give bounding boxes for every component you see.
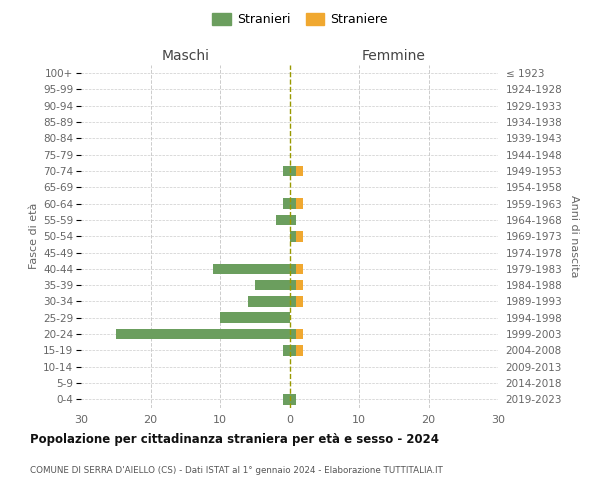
Legend: Stranieri, Straniere: Stranieri, Straniere	[208, 8, 392, 30]
Bar	[296, 264, 304, 274]
Bar	[283, 345, 290, 356]
Bar	[296, 280, 304, 290]
Bar	[290, 329, 296, 340]
Bar	[296, 329, 304, 340]
Bar	[290, 231, 296, 241]
Bar	[290, 280, 296, 290]
Bar	[296, 231, 304, 241]
Bar	[248, 296, 290, 307]
Bar	[296, 198, 304, 209]
Text: Popolazione per cittadinanza straniera per età e sesso - 2024: Popolazione per cittadinanza straniera p…	[30, 432, 439, 446]
Bar	[296, 166, 304, 176]
Bar	[220, 312, 290, 323]
Bar	[290, 264, 296, 274]
Bar	[116, 329, 290, 340]
Text: COMUNE DI SERRA D'AIELLO (CS) - Dati ISTAT al 1° gennaio 2024 - Elaborazione TUT: COMUNE DI SERRA D'AIELLO (CS) - Dati IST…	[30, 466, 443, 475]
Text: Femmine: Femmine	[362, 48, 425, 62]
Bar	[290, 345, 296, 356]
Y-axis label: Fasce di età: Fasce di età	[29, 203, 39, 270]
Bar	[290, 296, 296, 307]
Bar	[283, 198, 290, 209]
Bar	[290, 394, 296, 404]
Bar	[290, 214, 296, 225]
Text: Maschi: Maschi	[161, 48, 209, 62]
Bar	[275, 214, 290, 225]
Bar	[283, 166, 290, 176]
Y-axis label: Anni di nascita: Anni di nascita	[569, 195, 580, 278]
Bar	[296, 296, 304, 307]
Bar	[290, 166, 296, 176]
Bar	[213, 264, 290, 274]
Bar	[283, 394, 290, 404]
Bar	[255, 280, 290, 290]
Bar	[296, 345, 304, 356]
Bar	[290, 198, 296, 209]
